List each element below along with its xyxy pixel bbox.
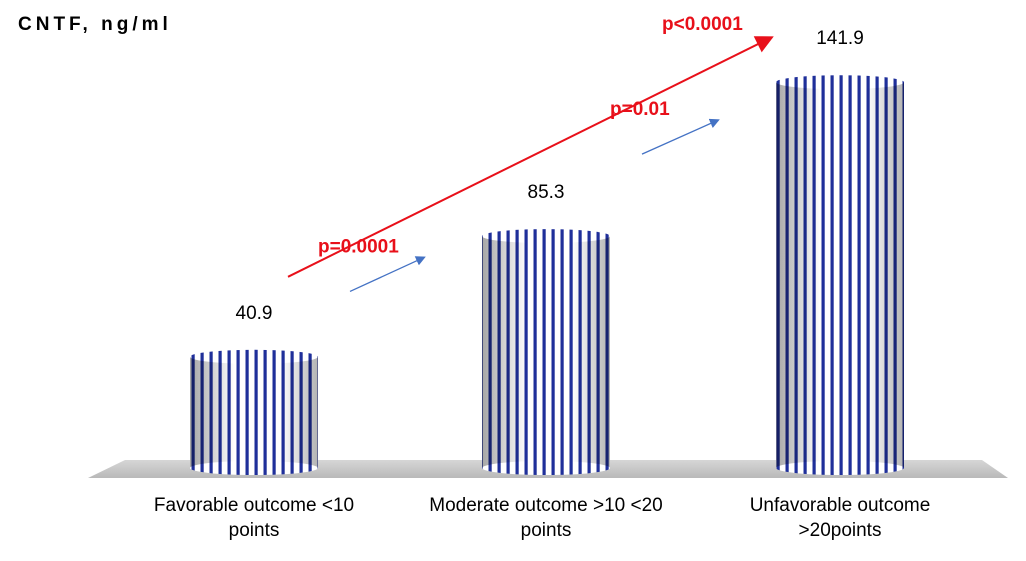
category-label-3: Unfavorable outcome >20points (749, 495, 931, 541)
y-axis-label: CNTF, ng/ml (18, 14, 172, 35)
p-value-label-1: p=0.0001 (318, 236, 399, 257)
annotation-3: p<0.0001 (287, 14, 774, 278)
value-label-2: 85.3 (528, 182, 565, 203)
p-value-label-3: p<0.0001 (662, 14, 743, 35)
value-label-1: 40.9 (236, 303, 273, 324)
annotation-2: p=0.01 (610, 99, 720, 155)
value-label-3: 141.9 (816, 28, 864, 49)
bar-3 (776, 75, 904, 475)
p-value-label-2: p=0.01 (610, 99, 670, 120)
category-label-2: Moderate outcome >10 <20 points (429, 495, 663, 541)
bar-2 (482, 229, 610, 475)
bar-1 (190, 349, 318, 475)
category-label-1: Favorable outcome <10 points (153, 495, 355, 541)
annotation-1: p=0.0001 (318, 236, 426, 293)
